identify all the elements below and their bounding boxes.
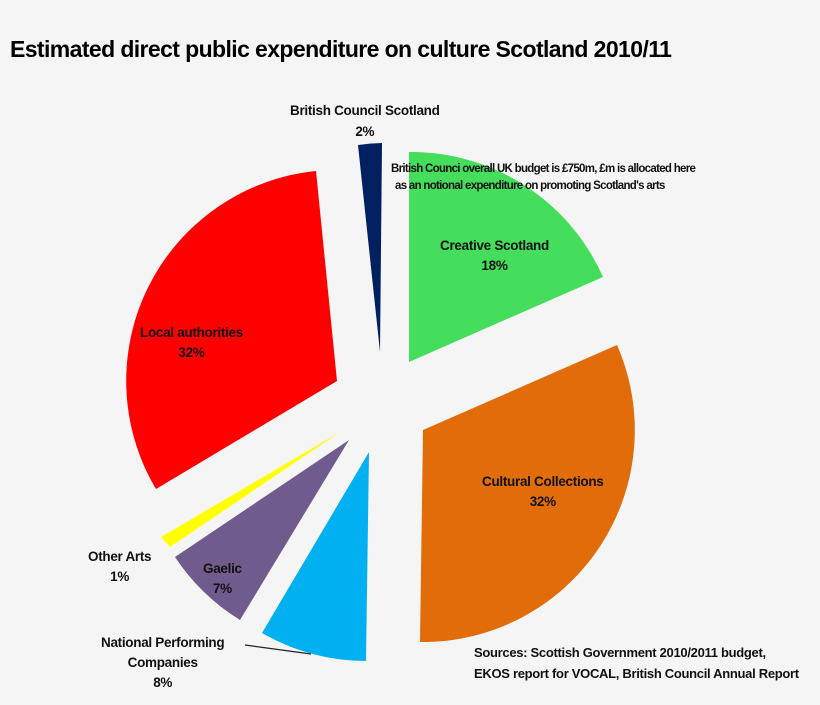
label-national-performing: National Performing Companies 8% bbox=[101, 633, 225, 693]
label-name-line-2: Companies bbox=[127, 655, 198, 670]
note-line-2: as an notional expenditure on promoting … bbox=[395, 180, 665, 192]
sources-line-1: Sources: Scottish Government 2010/2011 b… bbox=[474, 645, 766, 660]
slice-gaelic bbox=[175, 440, 349, 620]
label-pct: 1% bbox=[110, 569, 130, 584]
sources-line-2: EKOS report for VOCAL, British Council A… bbox=[474, 666, 799, 681]
label-name: Cultural Collections bbox=[482, 474, 604, 489]
callout-line bbox=[244, 644, 312, 655]
label-gaelic: Gaelic 7% bbox=[203, 559, 242, 599]
label-pct: 2% bbox=[355, 124, 375, 139]
slice-cultural-collections bbox=[420, 345, 635, 643]
label-name: Gaelic bbox=[203, 561, 242, 576]
label-british-council: British Council Scotland 2% bbox=[290, 101, 440, 142]
slice-local-authorities bbox=[126, 171, 338, 489]
label-pct: 8% bbox=[153, 675, 173, 690]
label-local-authorities: Local authorities 32% bbox=[140, 323, 243, 363]
label-cultural-collections: Cultural Collections 32% bbox=[482, 472, 604, 512]
label-other-arts: Other Arts 1% bbox=[88, 547, 152, 587]
british-council-note: British Counci overall UK budget is £750… bbox=[391, 161, 696, 195]
slice-creative-scotland bbox=[409, 151, 603, 362]
chart-title: Estimated direct public expenditure on c… bbox=[10, 36, 672, 62]
label-pct: 7% bbox=[212, 581, 232, 596]
slice-british-council bbox=[358, 143, 382, 352]
label-name: Creative Scotland bbox=[440, 238, 549, 253]
label-name-line-1: National Performing bbox=[101, 635, 225, 650]
sources-note: Sources: Scottish Government 2010/2011 b… bbox=[474, 642, 799, 684]
note-line-1: British Counci overall UK budget is £750… bbox=[391, 163, 696, 175]
label-pct: 32% bbox=[178, 345, 205, 360]
label-creative-scotland: Creative Scotland 18% bbox=[440, 236, 549, 276]
slice-other-arts bbox=[161, 432, 340, 547]
label-pct: 18% bbox=[481, 258, 508, 273]
label-pct: 32% bbox=[529, 494, 556, 509]
label-name: Other Arts bbox=[88, 549, 152, 564]
label-name: British Council Scotland bbox=[290, 103, 440, 118]
slice-national-performing bbox=[262, 452, 369, 661]
label-name: Local authorities bbox=[140, 325, 243, 340]
